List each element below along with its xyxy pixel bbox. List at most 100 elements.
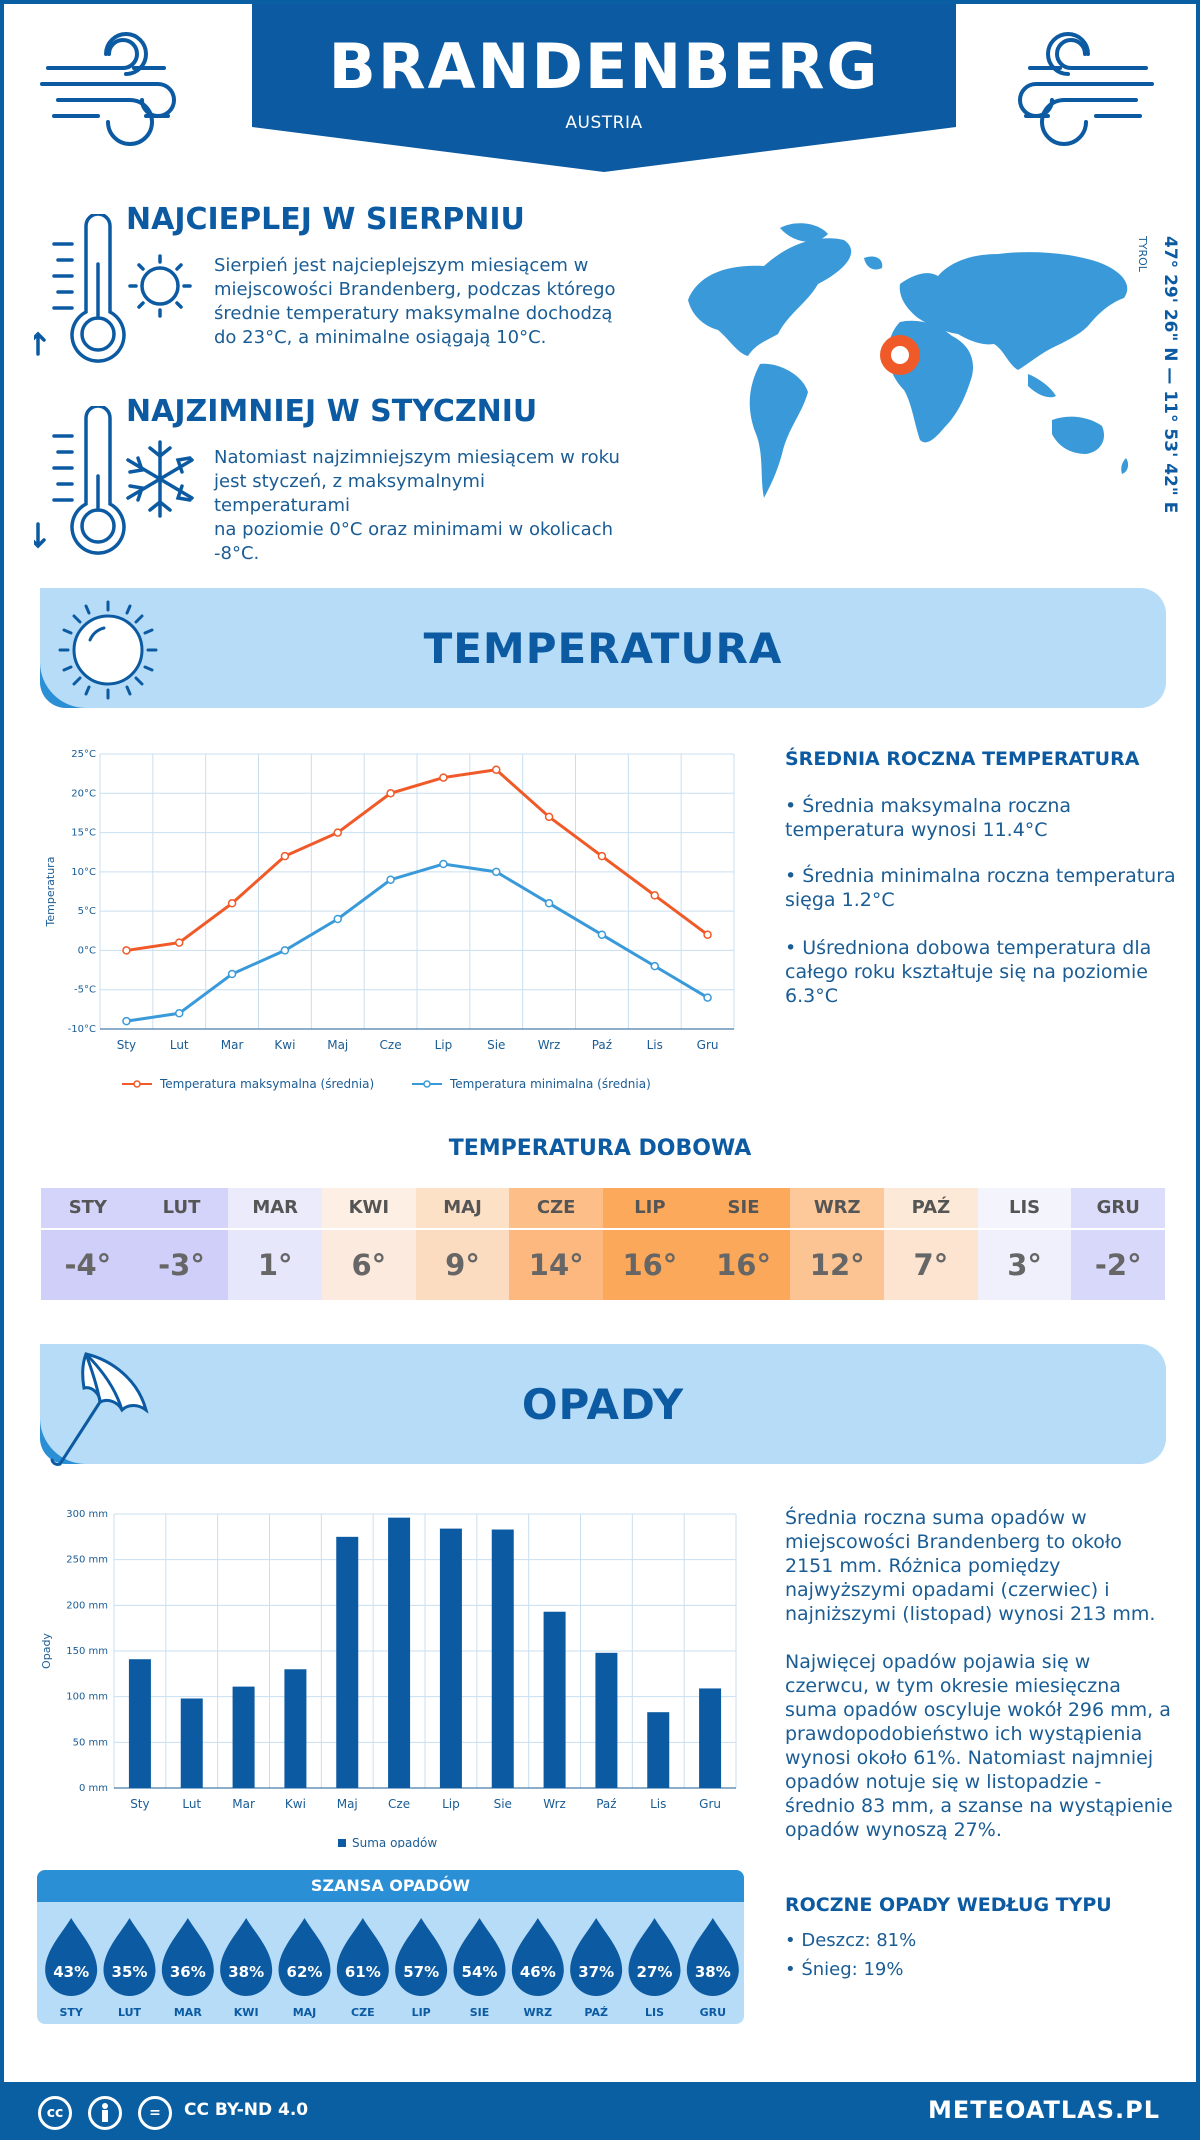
person-icon	[88, 2096, 122, 2130]
drop-value: 57%	[403, 1963, 439, 1981]
y-tick-label: 200 mm	[66, 1600, 108, 1611]
precip-chance-panel: SZANSA OPADÓW 43% STY 35% LUT 36% MAR 38% KWI 62…	[37, 1870, 744, 2024]
daily-temp-cell: WRZ 12°	[790, 1188, 885, 1300]
precip-chance-title: SZANSA OPADÓW	[37, 1870, 744, 1902]
daily-temp-value: -4°	[41, 1230, 135, 1300]
coldest-text: Natomiast najzimniejszym miesiącem w rok…	[214, 447, 620, 564]
site-link[interactable]: METEOATLAS.PL	[927, 2096, 1160, 2124]
daily-temp-cell: GRU -2°	[1071, 1188, 1166, 1300]
drop-icon	[511, 1918, 564, 1997]
daily-temp-cell: STY -4°	[41, 1188, 135, 1300]
drop-value: 61%	[345, 1963, 381, 1981]
drop-month: KWI	[234, 2006, 259, 2019]
bar	[232, 1686, 255, 1788]
rain-drop: 46% WRZ	[511, 1918, 564, 2019]
drop-value: 27%	[637, 1963, 673, 1981]
drop-value: 38%	[695, 1963, 731, 1981]
rain-drop: 43% STY	[45, 1918, 98, 2019]
drop-month: MAR	[174, 2006, 202, 2019]
daily-temp-cell: CZE 14°	[509, 1188, 604, 1300]
data-point	[544, 812, 554, 822]
footer: cc = CC BY-ND 4.0 METEOATLAS.PL	[0, 2082, 1200, 2140]
drop-month: WRZ	[524, 2006, 553, 2019]
coordinates: 47° 29' 26" N — 11° 53' 42" E	[1160, 236, 1180, 514]
drop-month: LIP	[412, 2006, 431, 2019]
drop-icon	[570, 1918, 623, 1996]
drop-icon	[336, 1918, 389, 1996]
world-map	[688, 223, 1129, 498]
daily-temp-month: CZE	[509, 1188, 604, 1228]
drop-icon	[161, 1918, 214, 1996]
annual-temp-bullet: • Uśredniona dobowa temperatura dla całeg…	[785, 937, 1152, 1007]
data-point	[597, 851, 607, 861]
daily-temp-month: GRU	[1071, 1188, 1166, 1228]
daily-temp-month: KWI	[322, 1188, 416, 1228]
legend-label: Temperatura maksymalna (średnia)	[159, 1077, 374, 1091]
daily-temp-cell: LUT -3°	[134, 1188, 229, 1300]
rain-drop: 61% CZE	[336, 1918, 389, 2019]
y-tick-label: 15°C	[71, 828, 96, 839]
daily-temp-month: MAR	[228, 1188, 323, 1228]
data-point	[597, 930, 607, 939]
y-tick-label: 0 mm	[79, 1783, 108, 1794]
daily-temp-value: 14°	[509, 1230, 604, 1300]
data-point	[439, 859, 448, 869]
bar	[336, 1536, 359, 1788]
bar	[128, 1659, 151, 1788]
y-tick-label: 5°C	[78, 906, 96, 917]
bar	[699, 1688, 722, 1788]
y-axis-label: Opady	[40, 1633, 53, 1669]
drop-value: 62%	[287, 1963, 323, 1981]
region-name: TYROL	[1136, 236, 1149, 272]
data-point	[650, 891, 659, 900]
x-tick-label: Wrz	[543, 1797, 566, 1811]
x-tick-label: Sty	[130, 1797, 149, 1811]
daily-temp-cell: MAJ 9°	[415, 1188, 510, 1300]
x-tick-label: Kwi	[274, 1038, 295, 1052]
data-point	[175, 938, 184, 947]
data-point	[227, 969, 237, 979]
x-tick-label: Kwi	[285, 1797, 306, 1811]
temperature-chart: 25°C 20°C 15°C 10°C 5°C 0°C -5°C -10°C Sty Lut Mar…	[44, 749, 735, 1091]
y-tick-label: 20°C	[71, 788, 96, 799]
bar	[388, 1517, 411, 1788]
x-tick-label: Gru	[697, 1038, 719, 1052]
bar	[595, 1652, 618, 1788]
rain-drop: 36% MAR	[161, 1918, 214, 2019]
wind-icon	[40, 32, 176, 146]
x-tick-label: Sie	[494, 1797, 512, 1811]
drop-month: SIE	[470, 2006, 490, 2019]
daily-temp-cell: LIS 3°	[977, 1188, 1072, 1300]
precip-type-title: ROCZNE OPADY WEDŁUG TYPU	[785, 1894, 1112, 1916]
legend-label: Suma opadów	[352, 1836, 437, 1848]
daily-temp-value: -2°	[1071, 1230, 1166, 1300]
drop-value: 43%	[53, 1963, 89, 1981]
x-tick-label: Cze	[380, 1038, 402, 1052]
daily-temp-value: 3°	[977, 1230, 1072, 1300]
daily-temp-month: LIS	[977, 1188, 1072, 1228]
data-point	[122, 1016, 131, 1026]
bar	[543, 1611, 566, 1788]
city-name: BRANDENBERG	[328, 30, 880, 103]
data-point	[333, 828, 342, 837]
drop-icon	[453, 1918, 506, 1996]
drop-icon	[628, 1918, 681, 1996]
y-tick-label: 25°C	[71, 749, 96, 760]
wind-icon	[1018, 32, 1154, 146]
cc-icon: cc	[38, 2096, 72, 2130]
drop-month: STY	[59, 2006, 83, 2019]
annual-temp-bullet: • Średnia maksymalna roczna temperatura w…	[785, 795, 1072, 841]
drop-value: 37%	[578, 1963, 614, 1981]
daily-temp-month: STY	[41, 1188, 135, 1228]
rain-drop: 38% KWI	[220, 1918, 273, 2019]
no-derivatives-icon: =	[138, 2096, 172, 2130]
data-point	[650, 961, 659, 971]
x-tick-label: Mar	[232, 1797, 255, 1811]
page: BRANDENBERG AUSTRIA NAJCIEPLEJ W SIERPNI…	[4, 4, 1196, 2082]
country-name: AUSTRIA	[565, 113, 643, 133]
y-tick-label: 10°C	[71, 867, 96, 878]
license-label[interactable]: CC BY-ND 4.0	[184, 2100, 309, 2120]
data-point	[386, 875, 395, 884]
drop-month: LUT	[118, 2006, 142, 2019]
daily-temp-month: WRZ	[790, 1188, 885, 1228]
